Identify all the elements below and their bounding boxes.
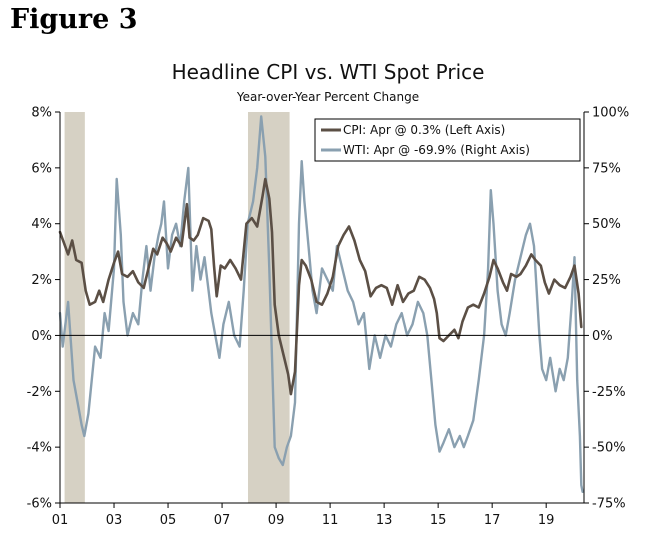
x-tick-label: 03 bbox=[106, 513, 123, 528]
x-tick-label: 17 bbox=[484, 513, 501, 528]
y-right-tick-label: -25% bbox=[592, 385, 626, 400]
y-right-tick-label: 0% bbox=[592, 329, 613, 344]
y-right-tick-label: -50% bbox=[592, 441, 626, 456]
y-left-tick-label: -6% bbox=[27, 497, 52, 512]
axes: -6% -4% -2% 0% 2% 4% 6% 8% -75% -50% -25% 0% 25% 50% 7… bbox=[27, 106, 630, 529]
y-left-tick-label: 2% bbox=[31, 273, 52, 288]
legend-box bbox=[314, 118, 581, 162]
recession-shading bbox=[64, 112, 290, 503]
legend: CPI: Apr @ 0.3% (Left Axis) WTI: Apr @ -… bbox=[314, 118, 581, 162]
y-right-tick-label: 50% bbox=[592, 217, 621, 232]
x-tick-label: 09 bbox=[268, 513, 285, 528]
chart-title: Headline CPI vs. WTI Spot Price bbox=[172, 60, 485, 84]
y-left-tick-label: 8% bbox=[31, 106, 52, 121]
x-tick-label: 19 bbox=[538, 513, 555, 528]
figure-label: Figure 3 bbox=[10, 4, 138, 35]
x-tick-label: 05 bbox=[160, 513, 177, 528]
legend-label-cpi: CPI: Apr @ 0.3% (Left Axis) bbox=[343, 123, 505, 137]
y-right-tick-label: 100% bbox=[592, 106, 629, 121]
y-right-tick-label: 75% bbox=[592, 161, 621, 176]
x-tick-label: 13 bbox=[376, 513, 393, 528]
y-left-tick-label: 0% bbox=[31, 329, 52, 344]
x-tick-label: 01 bbox=[52, 513, 69, 528]
x-tick-label: 15 bbox=[430, 513, 447, 528]
x-tick-label: 11 bbox=[322, 513, 339, 528]
series-line-cpi bbox=[58, 177, 583, 396]
y-right-tick-label: 25% bbox=[592, 273, 621, 288]
y-left-tick-label: -2% bbox=[27, 385, 52, 400]
x-tick-label: 07 bbox=[214, 513, 231, 528]
chart-subtitle: Year-over-Year Percent Change bbox=[236, 90, 419, 104]
series-layer bbox=[58, 115, 584, 493]
legend-label-wti: WTI: Apr @ -69.9% (Right Axis) bbox=[343, 143, 530, 157]
recession-band-2 bbox=[247, 112, 290, 503]
y-right-tick-label: -75% bbox=[592, 497, 626, 512]
y-left-tick-label: 4% bbox=[31, 217, 52, 232]
y-left-tick-label: 6% bbox=[31, 161, 52, 176]
recession-band-1 bbox=[64, 112, 85, 503]
y-left-tick-label: -4% bbox=[27, 441, 52, 456]
